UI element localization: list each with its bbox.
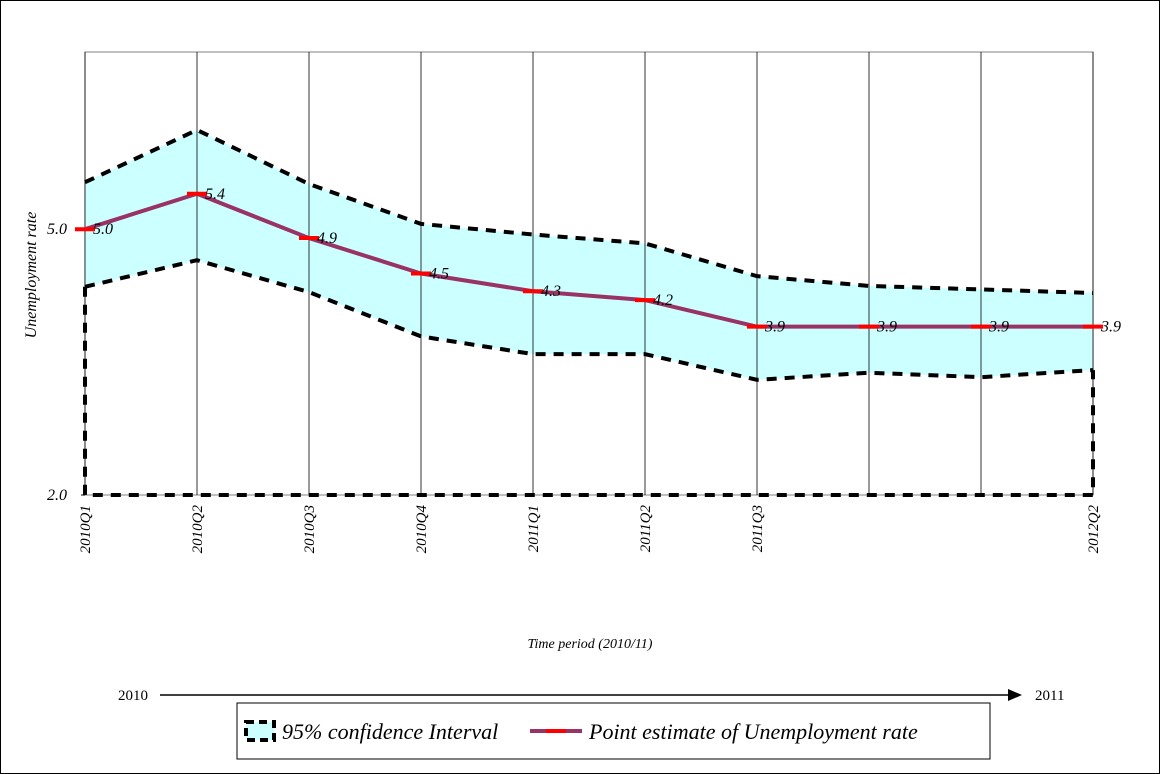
data-label: 3.9 <box>988 319 1009 336</box>
annotation-end: 2011 <box>1035 688 1064 704</box>
data-label: 3.9 <box>1100 319 1121 336</box>
y-axis-title: Unemployment rate <box>23 212 40 339</box>
annotation-start: 2010 <box>118 688 148 704</box>
legend <box>236 702 991 760</box>
band-upper <box>84 127 1094 295</box>
data-label: 4.9 <box>317 230 337 247</box>
legend-label: Point estimate of Unemployment rate <box>588 719 918 744</box>
x-tick-label: 2010Q4 <box>414 505 430 554</box>
band-edge <box>83 286 1095 497</box>
series-line <box>84 191 1093 329</box>
data-label: 3.9 <box>876 319 897 336</box>
legend-label: 95% confidence Interval <box>282 719 498 744</box>
x-tick-label: 2010Q3 <box>302 505 318 553</box>
data-label: 4.2 <box>653 292 673 309</box>
x-tick-label: 2011Q1 <box>526 505 542 552</box>
x-axis-title: Time period (2010/11) <box>528 637 653 652</box>
data-label: 3.9 <box>764 319 785 336</box>
x-tick-label: 2010Q2 <box>190 505 206 554</box>
data-label: 5.4 <box>205 186 225 203</box>
data-label: 4.3 <box>541 283 561 300</box>
x-tick-label: 2010Q1 <box>78 505 94 553</box>
arrow-head <box>1008 689 1022 701</box>
y-tick-label: 5.0 <box>47 221 67 238</box>
data-label: 5.0 <box>93 221 113 238</box>
confidence-band <box>85 129 1093 380</box>
x-tick-label: 2012Q2 <box>1086 505 1102 554</box>
x-tick-label: 2011Q3 <box>750 505 766 552</box>
x-tick-label: 2011Q2 <box>638 505 654 553</box>
data-label: 4.5 <box>429 266 449 283</box>
y-tick-label: 2.0 <box>47 487 67 504</box>
legend-swatch <box>244 720 276 742</box>
